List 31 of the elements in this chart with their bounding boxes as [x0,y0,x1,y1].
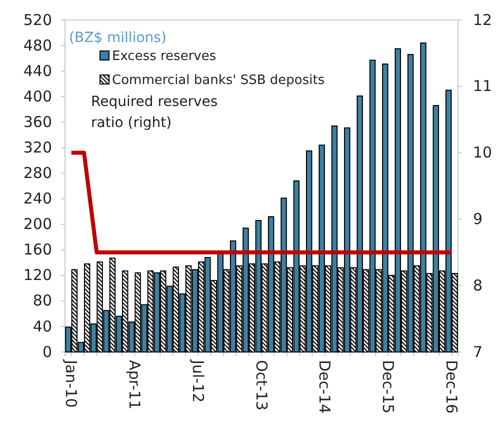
annotation: (BZ$ millions) [69,30,166,46]
y-tick-label: 440 [23,62,52,80]
y-tick-label: 160 [23,240,52,259]
y2-tick-label: 8 [473,276,483,294]
y2-tick-label: 11 [473,77,492,96]
y-tick-label: 280 [23,164,52,182]
y2-tick-label: 9 [473,210,483,228]
y2-tick-label: 12 [473,10,492,29]
legend-label: Commercial banks' SSB deposits [112,73,325,88]
y-tick-label: 240 [23,190,52,208]
x-tick-label: Dec-14 [316,360,334,414]
x-tick-label: Apr-11 [125,360,144,410]
x-tick-label: Dec-16 [442,360,460,414]
y2-tick-label: 7 [473,342,483,361]
y-tick-label: 40 [32,317,52,336]
legend-label: Excess reserves [112,49,216,64]
x-tick-label: Oct-13 [252,360,270,410]
x-tick-label: Jul-12 [188,359,207,403]
x-tick-label: Jan-10 [62,359,80,408]
y2-tick-label: 10 [473,144,492,162]
y-tick-label: 320 [23,138,52,156]
y-tick-label: 80 [32,292,52,310]
y-tick-label: 200 [23,215,52,234]
y-tick-label: 360 [23,112,52,131]
y-tick-label: 120 [23,266,52,284]
y-tick-label: 0 [42,342,52,361]
y-tick-label: 400 [23,87,52,106]
x-tick-label: Dec-15 [379,360,398,414]
y-tick-label: 480 [23,36,52,54]
y-tick-label: 520 [23,10,52,29]
series-label: Required reserves ratio (right) [91,94,218,131]
